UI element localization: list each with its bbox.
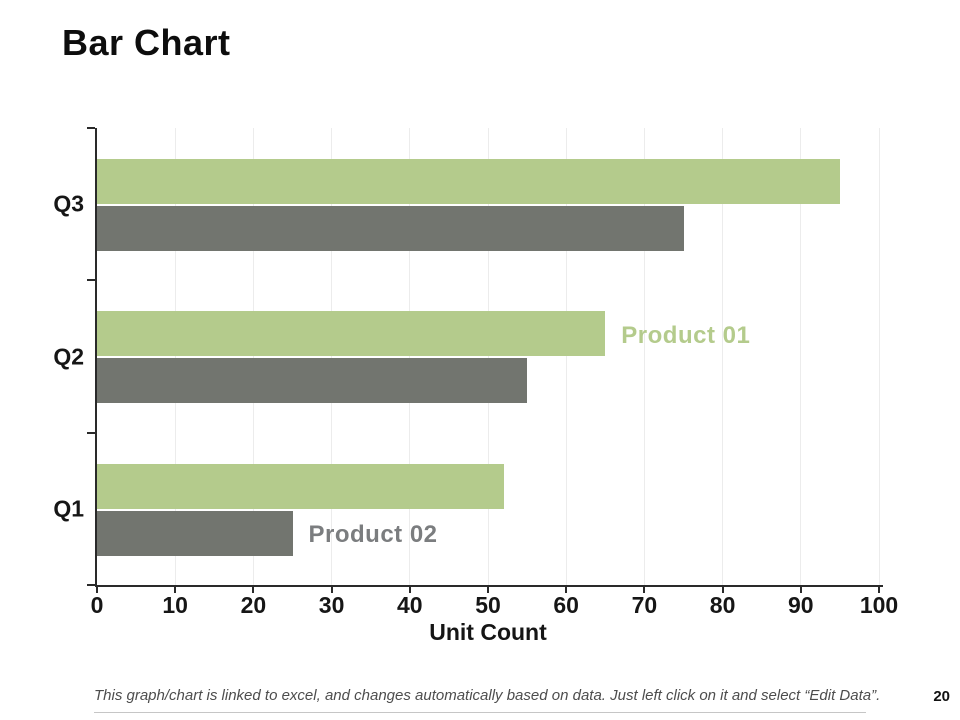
y-axis-tick [87,279,95,282]
x-axis-tick-label-60: 60 [553,592,579,618]
gridline-30 [331,128,333,585]
x-axis-tick-label-10: 10 [162,592,188,618]
footer-note: This graph/chart is linked to excel, and… [94,687,881,704]
gridline-60 [565,128,567,585]
x-axis-tick-100 [878,587,880,593]
gridline-70 [643,128,645,585]
x-axis-tick-label-30: 30 [318,592,345,618]
x-axis-tick-30 [330,587,333,593]
x-axis-tick-60 [565,587,568,593]
gridline-10 [174,128,176,585]
x-axis-tick-label-70: 70 [631,592,658,618]
series-label-product-01: Product 01 [621,321,751,349]
bar-product-02-q3 [97,206,684,251]
bar-product-01-q1 [97,463,504,509]
x-axis-tick-80 [721,587,724,593]
page-number: 20 [933,688,950,705]
x-axis-line [95,585,883,587]
x-axis-tick-40 [408,587,411,593]
bar-product-02-q2 [97,358,528,404]
x-axis-tick-20 [252,587,255,593]
y-axis-tick [87,127,95,129]
plot-area: Product 01 Product 02 0 10 20 30 40 50 60 70 80 9… [53,127,898,618]
y-axis-tick [87,431,95,434]
x-axis-tick-label-40: 40 [397,592,423,618]
x-axis-tick-label-20: 20 [240,592,267,618]
x-axis-tick-label-0: 0 [90,592,104,618]
footer-divider [94,712,866,713]
x-axis-tick-label-80: 80 [709,592,736,618]
series-label-product-02: Product 02 [308,521,438,549]
bar-product-01-q3 [97,159,840,204]
y-axis-line [95,128,97,587]
x-axis-tick-90 [799,587,802,593]
y-axis-label-q3: Q3 [53,190,84,217]
y-axis-tick [87,584,95,586]
x-axis-title: Unit Count [429,619,547,645]
x-axis-tick-50 [487,587,489,593]
bar-product-01-q2 [97,311,606,357]
x-axis-tick-70 [643,587,646,593]
gridline-90 [800,128,802,585]
x-axis-tick-0 [96,587,98,593]
y-axis-label-q2: Q2 [53,343,84,369]
gridline-80 [722,128,724,585]
x-axis-tick-label-50: 50 [475,592,501,618]
gridline-50 [487,128,489,585]
x-axis-tick-10 [174,587,177,593]
y-axis-label-q1: Q1 [53,495,84,522]
gridline-100 [878,128,880,585]
page-title: Bar Chart [62,22,231,63]
bar-product-02-q1 [97,510,293,556]
x-axis-tick-label-90: 90 [788,592,814,618]
x-axis-tick-label-100: 100 [859,592,899,618]
gridline-20 [252,128,254,585]
gridline-40 [409,128,411,585]
